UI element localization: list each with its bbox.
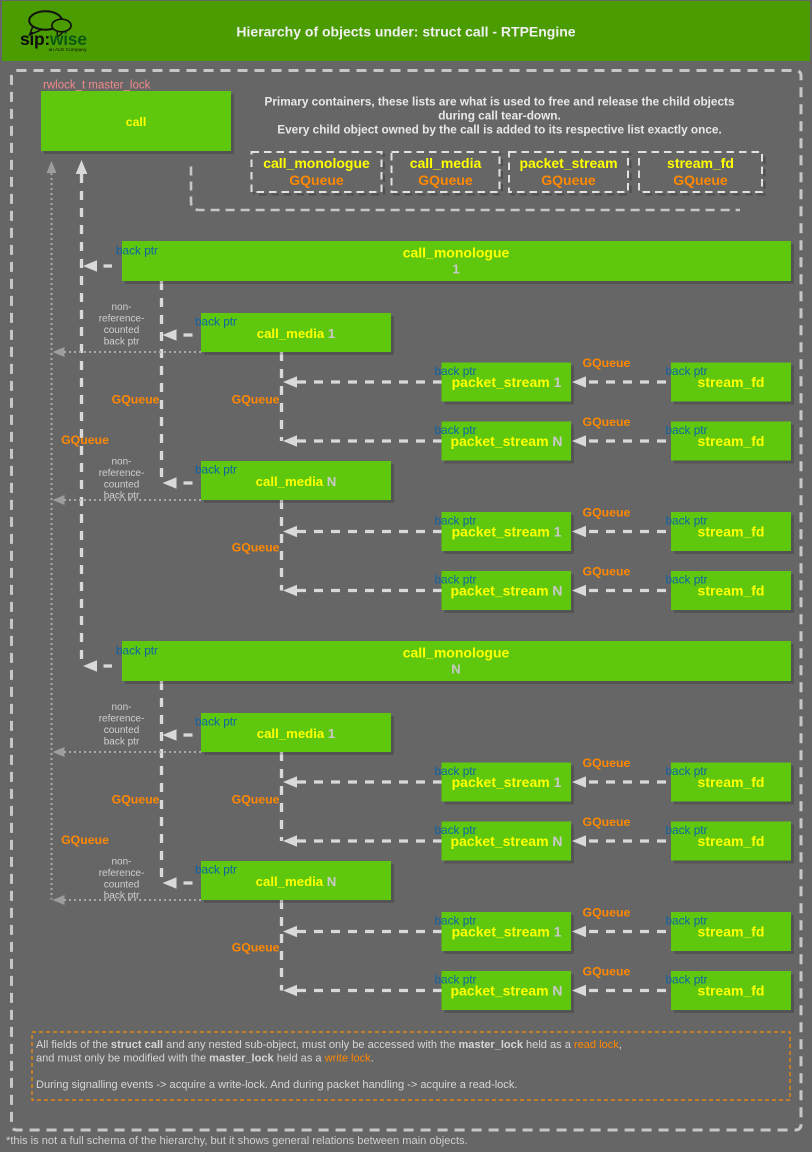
- svg-text:N: N: [451, 662, 460, 677]
- svg-text:GQueue: GQueue: [112, 793, 160, 807]
- svg-text:back ptr: back ptr: [435, 764, 477, 778]
- svg-text:back ptr: back ptr: [435, 423, 477, 437]
- svg-text:Every child object owned by th: Every child object owned by the call is …: [277, 123, 722, 137]
- svg-text:packet_stream N: packet_stream N: [450, 433, 562, 449]
- svg-text:stream_fd: stream_fd: [698, 774, 765, 790]
- svg-text:GQueue: GQueue: [418, 172, 473, 188]
- svg-text:call_monologue: call_monologue: [403, 245, 510, 261]
- svg-text:GQueue: GQueue: [541, 172, 596, 188]
- svg-text:All fields of the struct call: All fields of the struct call and any ne…: [36, 1039, 622, 1051]
- svg-text:reference-: reference-: [99, 314, 145, 325]
- svg-text:packet_stream 1: packet_stream 1: [452, 774, 562, 790]
- svg-text:packet_stream: packet_stream: [519, 155, 617, 171]
- svg-text:GQueue: GQueue: [583, 906, 631, 920]
- svg-text:GQueue: GQueue: [583, 965, 631, 979]
- svg-text:back ptr: back ptr: [435, 514, 477, 528]
- svg-text:an ALE Company: an ALE Company: [49, 47, 88, 53]
- svg-text:reference-: reference-: [99, 868, 145, 879]
- svg-text:back ptr: back ptr: [666, 573, 708, 587]
- svg-text:back ptr: back ptr: [104, 491, 140, 502]
- svg-text:back ptr: back ptr: [195, 863, 237, 877]
- svg-text:GQueue: GQueue: [232, 941, 280, 955]
- svg-text:packet_stream N: packet_stream N: [450, 583, 562, 599]
- svg-text:GQueue: GQueue: [112, 393, 160, 407]
- svg-text:GQueue: GQueue: [583, 565, 631, 579]
- svg-text:call_monologue: call_monologue: [263, 155, 370, 171]
- svg-text:back ptr: back ptr: [435, 573, 477, 587]
- svg-text:back ptr: back ptr: [666, 823, 708, 837]
- svg-text:call_media 1: call_media 1: [257, 726, 335, 741]
- svg-text:back ptr: back ptr: [435, 973, 477, 987]
- svg-text:stream_fd: stream_fd: [667, 155, 734, 171]
- svg-text:back ptr: back ptr: [195, 315, 237, 329]
- svg-text:*this is not a full schema of: *this is not a full schema of the hierar…: [6, 1135, 468, 1147]
- svg-text:GQueue: GQueue: [583, 815, 631, 829]
- svg-text:back ptr: back ptr: [666, 423, 708, 437]
- svg-text:non-: non-: [111, 702, 131, 713]
- svg-text:back ptr: back ptr: [666, 364, 708, 378]
- svg-text:back ptr: back ptr: [195, 463, 237, 477]
- svg-text:call_media N: call_media N: [256, 874, 337, 889]
- svg-text:GQueue: GQueue: [583, 506, 631, 520]
- svg-text:1: 1: [452, 262, 459, 277]
- svg-text:back ptr: back ptr: [435, 364, 477, 378]
- svg-text:back ptr: back ptr: [195, 715, 237, 729]
- svg-text:stream_fd: stream_fd: [698, 833, 765, 849]
- svg-text:back ptr: back ptr: [666, 764, 708, 778]
- svg-text:GQueue: GQueue: [61, 433, 109, 447]
- svg-text:reference-: reference-: [99, 714, 145, 725]
- svg-text:call: call: [126, 115, 147, 129]
- svg-text:GQueue: GQueue: [673, 172, 728, 188]
- svg-text:back ptr: back ptr: [435, 914, 477, 928]
- svg-text:stream_fd: stream_fd: [698, 924, 765, 940]
- svg-text:GQueue: GQueue: [583, 356, 631, 370]
- svg-text:packet_stream 1: packet_stream 1: [452, 524, 562, 540]
- svg-text:call_media 1: call_media 1: [257, 326, 335, 341]
- svg-text:Primary containers, these list: Primary containers, these lists are what…: [264, 95, 735, 109]
- svg-text:back ptr: back ptr: [666, 914, 708, 928]
- svg-text:back ptr: back ptr: [104, 891, 140, 902]
- svg-text:call_monologue: call_monologue: [403, 645, 510, 661]
- svg-text:back ptr: back ptr: [104, 337, 140, 348]
- svg-text:GQueue: GQueue: [583, 756, 631, 770]
- svg-text:non-: non-: [111, 302, 131, 313]
- svg-text:During signalling events -> ac: During signalling events -> acquire a wr…: [36, 1079, 517, 1091]
- svg-text:GQueue: GQueue: [232, 793, 280, 807]
- svg-text:non-: non-: [111, 457, 131, 468]
- svg-text:GQueue: GQueue: [61, 833, 109, 847]
- svg-text:packet_stream 1: packet_stream 1: [452, 924, 562, 940]
- svg-text:stream_fd: stream_fd: [698, 433, 765, 449]
- svg-text:packet_stream N: packet_stream N: [450, 983, 562, 999]
- svg-text:GQueue: GQueue: [232, 541, 280, 555]
- svg-text:during call tear-down.: during call tear-down.: [438, 108, 561, 122]
- svg-text:rwlock_t master_lock: rwlock_t master_lock: [43, 80, 151, 92]
- svg-text:and must only be modified with: and must only be modified with the maste…: [36, 1052, 374, 1064]
- svg-text:counted: counted: [104, 879, 140, 890]
- svg-text:back ptr: back ptr: [435, 823, 477, 837]
- svg-text:GQueue: GQueue: [232, 393, 280, 407]
- svg-text:Hierarchy of objects under: st: Hierarchy of objects under: struct call …: [236, 24, 575, 40]
- svg-text:packet_stream N: packet_stream N: [450, 833, 562, 849]
- svg-text:back ptr: back ptr: [666, 514, 708, 528]
- svg-text:counted: counted: [104, 325, 140, 336]
- svg-text:back ptr: back ptr: [104, 737, 140, 748]
- svg-text:GQueue: GQueue: [583, 415, 631, 429]
- svg-text:back ptr: back ptr: [116, 244, 158, 258]
- svg-text:stream_fd: stream_fd: [698, 374, 765, 390]
- svg-text:GQueue: GQueue: [289, 172, 344, 188]
- svg-text:stream_fd: stream_fd: [698, 583, 765, 599]
- svg-text:call_media N: call_media N: [256, 474, 337, 489]
- svg-text:call_media: call_media: [410, 155, 482, 171]
- svg-text:reference-: reference-: [99, 468, 145, 479]
- svg-text:stream_fd: stream_fd: [698, 524, 765, 540]
- svg-text:packet_stream 1: packet_stream 1: [452, 374, 562, 390]
- svg-text:back ptr: back ptr: [666, 973, 708, 987]
- svg-text:counted: counted: [104, 725, 140, 736]
- svg-text:stream_fd: stream_fd: [698, 983, 765, 999]
- svg-text:sip:wise: sip:wise: [20, 29, 87, 49]
- svg-text:non-: non-: [111, 857, 131, 868]
- svg-text:counted: counted: [104, 479, 140, 490]
- svg-text:back ptr: back ptr: [116, 644, 158, 658]
